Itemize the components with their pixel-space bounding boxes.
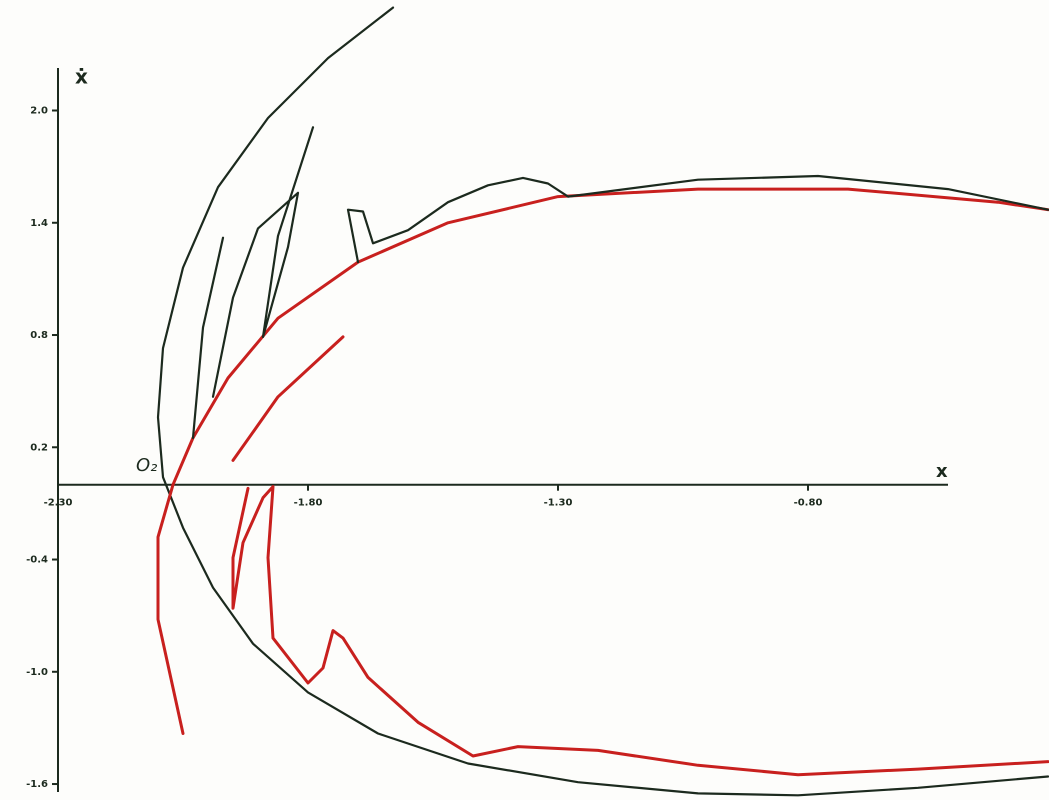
x-axis-label: x: [936, 461, 948, 482]
x-tick-label: -2.30: [44, 498, 73, 509]
trajectory: [156, 6, 1049, 797]
y-axis-label: ẋ: [75, 65, 88, 89]
y-tick-label: 0.2: [30, 442, 48, 453]
y-tick-label: 0.8: [30, 330, 48, 341]
x-tick-label: -1.80: [294, 498, 323, 509]
trajectory: [231, 335, 345, 462]
trajectory: [346, 174, 1049, 264]
y-tick-label: -1.0: [26, 667, 48, 678]
equilibrium-label: O₂: [136, 455, 157, 476]
trajectory: [211, 126, 315, 398]
y-tick-label: 1.4: [30, 218, 48, 229]
y-tick-label: -1.6: [26, 779, 48, 790]
trajectory: [191, 236, 225, 439]
y-tick-label: 2.0: [30, 106, 48, 117]
y-tick-label: -0.4: [26, 555, 48, 566]
trajectory: [156, 187, 1049, 735]
x-tick-label: -0.80: [794, 498, 823, 509]
x-tick-label: -1.30: [544, 498, 573, 509]
trajectory: [231, 485, 1049, 777]
